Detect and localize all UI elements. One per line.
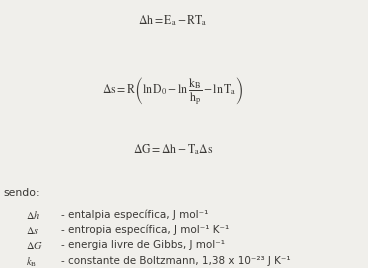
Text: $\Delta \mathrm{s} = \mathrm{R}\left(\ln \mathrm{D}_{0} - \ln\dfrac{\mathrm{k}_{: $\Delta \mathrm{s} = \mathrm{R}\left(\ln… xyxy=(102,75,244,107)
Text: $\Delta \mathrm{h} = \mathrm{E}_{\mathrm{a}} - \mathrm{RT}_{\mathrm{a}}$: $\Delta \mathrm{h} = \mathrm{E}_{\mathrm… xyxy=(138,13,208,28)
Text: - constante de Boltzmann, 1,38 x 10⁻²³ J K⁻¹: - constante de Boltzmann, 1,38 x 10⁻²³ J… xyxy=(61,256,290,266)
Text: $\Delta s$: $\Delta s$ xyxy=(26,225,39,236)
Text: $\Delta h$: $\Delta h$ xyxy=(26,209,40,221)
Text: - entropia específica, J mol⁻¹ K⁻¹: - entropia específica, J mol⁻¹ K⁻¹ xyxy=(61,225,229,235)
Text: $k_{\mathrm{B}}$: $k_{\mathrm{B}}$ xyxy=(26,256,37,268)
Text: - energia livre de Gibbs, J mol⁻¹: - energia livre de Gibbs, J mol⁻¹ xyxy=(61,240,225,250)
Text: $\Delta \mathrm{G} = \Delta \mathrm{h} - \mathrm{T}_{\mathrm{a}}\Delta \mathrm{s: $\Delta \mathrm{G} = \Delta \mathrm{h} -… xyxy=(133,142,213,157)
Text: $\Delta G$: $\Delta G$ xyxy=(26,240,43,251)
Text: sendo:: sendo: xyxy=(4,188,40,198)
Text: - entalpia específica, J mol⁻¹: - entalpia específica, J mol⁻¹ xyxy=(61,209,208,219)
